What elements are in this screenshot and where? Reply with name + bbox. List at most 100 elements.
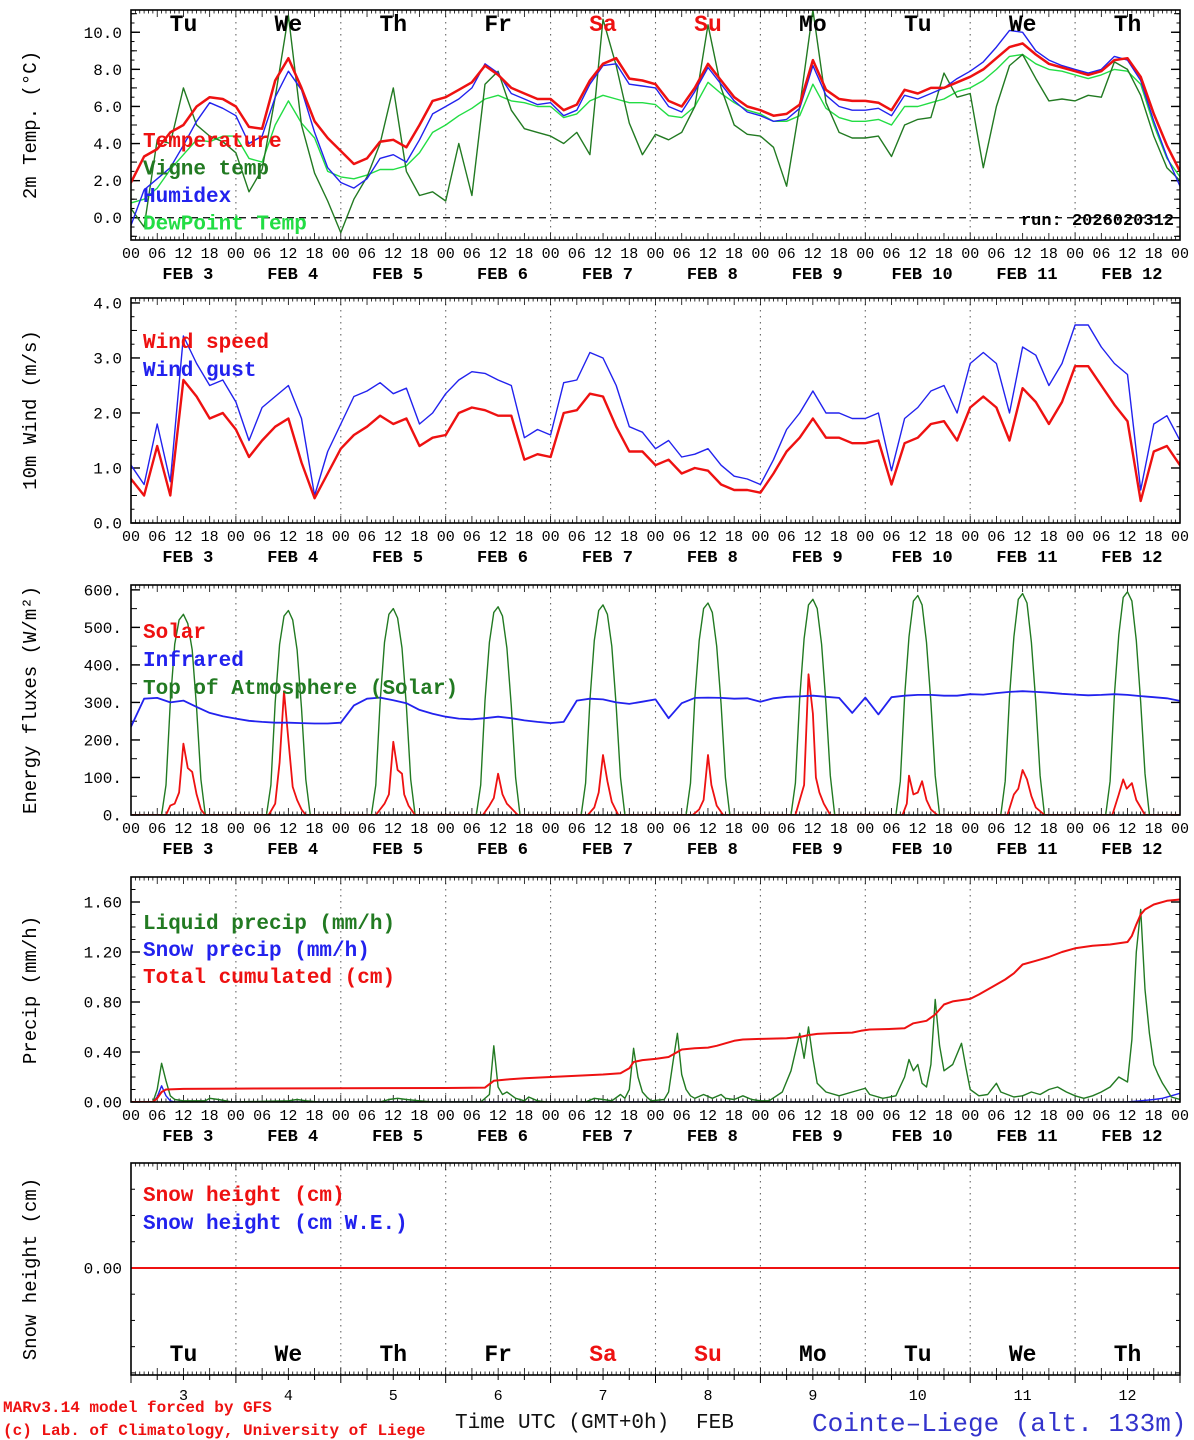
date-label: FEB 8: [687, 1128, 738, 1147]
date-label: FEB 6: [477, 266, 528, 285]
hour-label: 00: [646, 246, 664, 263]
bottom-day-number: 9: [808, 1388, 817, 1405]
hour-label: 00: [542, 1108, 560, 1125]
hour-label: 18: [935, 529, 953, 546]
legend-panel-10m-wind-1: Wind gust: [143, 360, 256, 383]
legend-panel-precip-1: Snow precip (mm/h): [143, 940, 370, 963]
day-name-label: Tu: [170, 12, 198, 38]
day-name-label: We: [275, 1342, 303, 1368]
hour-label: 18: [1040, 1108, 1058, 1125]
y-tick-label: 200.: [84, 732, 122, 750]
date-label: FEB 5: [372, 266, 423, 285]
hour-label: 18: [725, 821, 743, 838]
y-tick-label: 300.: [84, 695, 122, 713]
date-label: FEB 3: [162, 266, 213, 285]
date-label: FEB 3: [162, 1128, 213, 1147]
series-dewpoint-temp: [131, 53, 1180, 204]
hour-label: 00: [227, 246, 245, 263]
hour-label: 00: [751, 529, 769, 546]
date-label: FEB 11: [996, 549, 1057, 568]
hour-label: 06: [568, 1108, 586, 1125]
legend-panel-snow-height-1: Snow height (cm W.E.): [143, 1213, 408, 1236]
y-tick-label: 0.: [103, 808, 122, 826]
y-axis-title-temp: 2m Temp. (°C): [20, 51, 42, 199]
hour-label: 00: [961, 1108, 979, 1125]
hour-label: 06: [1092, 246, 1110, 263]
series-temperature: [131, 42, 1180, 184]
y-tick-label: 0.0: [93, 210, 122, 228]
date-label: FEB 11: [996, 1128, 1057, 1147]
hour-label: 06: [778, 1108, 796, 1125]
day-name-label: Th: [379, 12, 407, 38]
hour-label: 12: [489, 529, 507, 546]
hour-label: 18: [201, 1108, 219, 1125]
day-name-label: We: [275, 12, 303, 38]
generated-axes-and-series: 0.0 2.0 4.0 6.0 8.0 10.0 Temperature Vigne temp…: [84, 9, 1189, 1405]
hour-label: 06: [778, 529, 796, 546]
hour-label: 18: [1040, 821, 1058, 838]
hour-label: 00: [122, 246, 140, 263]
hour-label: 18: [1040, 246, 1058, 263]
hour-label: 00: [751, 821, 769, 838]
day-name-label: Su: [694, 12, 722, 38]
day-name-label: Mo: [799, 12, 827, 38]
hour-label: 00: [646, 529, 664, 546]
hour-label: 06: [253, 1108, 271, 1125]
panel-border: [130, 876, 1181, 1103]
hour-label: 18: [410, 529, 428, 546]
day-name-label: Th: [379, 1342, 407, 1368]
hour-label: 06: [883, 246, 901, 263]
hour-label: 12: [174, 529, 192, 546]
hour-label: 12: [1014, 529, 1032, 546]
hour-label: 06: [987, 1108, 1005, 1125]
y-tick-label: 4.0: [93, 295, 122, 313]
panel-border: [130, 297, 1181, 524]
hour-label: 18: [515, 821, 533, 838]
hour-label: 06: [673, 529, 691, 546]
hour-label: 06: [673, 246, 691, 263]
series-vigne-temp: [131, 10, 1180, 234]
hour-label: 00: [961, 246, 979, 263]
hour-label: 18: [515, 529, 533, 546]
hour-label: 18: [725, 529, 743, 546]
hour-label: 18: [830, 529, 848, 546]
hour-label: 00: [227, 529, 245, 546]
hour-label: 00: [1066, 821, 1084, 838]
footer-credit-1: MARv3.14 model forced by GFS: [3, 1399, 272, 1417]
hour-label: 06: [1092, 821, 1110, 838]
hour-label: 12: [279, 1108, 297, 1125]
hour-label: 06: [358, 1108, 376, 1125]
hour-label: 06: [463, 1108, 481, 1125]
hour-label: 18: [620, 246, 638, 263]
hour-label: 18: [1040, 529, 1058, 546]
footer-month-label: FEB: [696, 1412, 734, 1435]
hour-label: 06: [987, 821, 1005, 838]
panel-10m-wind: 0.0 1.0 2.0 3.0 4.0 Wind speed Wind gust 00 06 12…: [93, 295, 1189, 568]
y-tick-label: 1.20: [84, 945, 122, 963]
legend-panel-precip-0: Liquid precip (mm/h): [143, 913, 395, 936]
hour-label: 12: [594, 1108, 612, 1125]
hour-label: 06: [148, 1108, 166, 1125]
hour-label: 12: [909, 529, 927, 546]
legend-panel-2m-temp-0: Temperature: [143, 131, 282, 154]
hour-label: 12: [384, 821, 402, 838]
date-label: FEB 7: [582, 841, 633, 860]
y-tick-label: 0.80: [84, 995, 122, 1013]
footer-credit-2: (c) Lab. of Climatology, University of L…: [3, 1422, 425, 1440]
hour-label: 00: [646, 821, 664, 838]
panel-energy-fluxes: 0. 100. 200. 300. 400. 500. 600. Solar Infrared T…: [84, 582, 1189, 860]
hour-label: 00: [1171, 1108, 1189, 1125]
y-tick-label: 4.0: [93, 136, 122, 154]
y-tick-label: 2.0: [93, 173, 122, 191]
date-label: FEB 7: [582, 1128, 633, 1147]
hour-label: 18: [935, 246, 953, 263]
y-axis-title-energy: Energy fluxes (W/m²): [20, 586, 42, 814]
hour-label: 12: [279, 821, 297, 838]
hour-label: 00: [332, 529, 350, 546]
y-tick-label: 400.: [84, 657, 122, 675]
date-label: FEB 10: [892, 1128, 953, 1147]
hour-label: 18: [1145, 529, 1163, 546]
day-name-label: Tu: [904, 1342, 932, 1368]
